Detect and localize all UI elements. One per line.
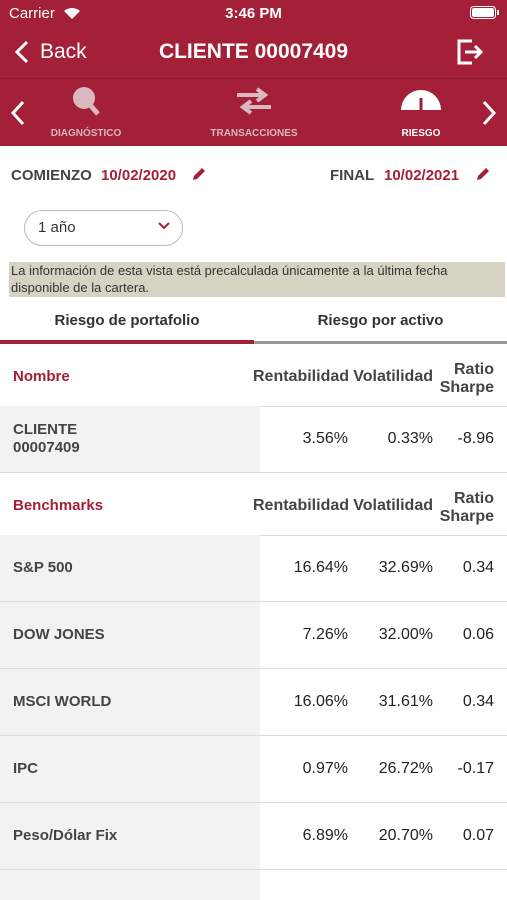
tab-transactions[interactable]: TRANSACCIONES bbox=[210, 128, 298, 139]
column-header: Rentabilidad bbox=[253, 497, 350, 514]
row-value: 26.72% bbox=[378, 760, 433, 777]
table-row bbox=[0, 406, 507, 473]
row-value: 16.06% bbox=[293, 693, 348, 710]
end-date[interactable]: 10/02/2021 bbox=[384, 167, 460, 184]
row-value: 0.97% bbox=[302, 760, 348, 777]
diagnostic-icon bbox=[73, 87, 100, 116]
name-cell bbox=[0, 736, 260, 802]
end-label: FINAL bbox=[330, 167, 375, 184]
start-date[interactable]: 10/02/2020 bbox=[101, 167, 177, 184]
carrier: Carrier bbox=[9, 5, 55, 22]
row-name: IPC bbox=[13, 760, 39, 777]
column-header: Rentabilidad bbox=[253, 368, 350, 385]
header-bg bbox=[0, 0, 507, 146]
logout-icon[interactable] bbox=[456, 38, 484, 66]
risk-icon bbox=[401, 90, 441, 110]
transactions-icon bbox=[237, 87, 271, 115]
table-row bbox=[0, 535, 507, 602]
name-cell bbox=[0, 406, 260, 472]
row-value: -8.96 bbox=[457, 430, 494, 447]
header-label: Nombre bbox=[13, 368, 70, 385]
column-header: Volatilidad bbox=[353, 497, 433, 514]
row-value: 32.69% bbox=[378, 559, 433, 576]
dropdown-chevron bbox=[158, 222, 170, 230]
column-header: Ratio Sharpe bbox=[439, 490, 494, 525]
header-label: Benchmarks bbox=[13, 497, 104, 514]
tab-diagnostic[interactable]: DIAGNÓSTICO bbox=[50, 128, 122, 139]
row-value: 0.34 bbox=[462, 559, 494, 576]
period-dropdown[interactable] bbox=[24, 210, 183, 246]
edit-icon[interactable] bbox=[474, 165, 492, 183]
active-tab-indicator bbox=[0, 340, 254, 344]
name-cell bbox=[0, 803, 260, 869]
row-value: 7.26% bbox=[302, 626, 348, 643]
row-value: 3.56% bbox=[302, 430, 348, 447]
row-value: 32.00% bbox=[378, 626, 433, 643]
battery-icon bbox=[470, 6, 499, 19]
column-header: Volatilidad bbox=[353, 368, 433, 385]
table-row bbox=[0, 736, 507, 803]
table-row bbox=[0, 669, 507, 736]
view-tab-portfolio[interactable]: Riesgo de portafolio bbox=[54, 312, 200, 329]
start-label: COMIENZO bbox=[11, 167, 92, 184]
column-header: Ratio Sharpe bbox=[439, 361, 494, 396]
prev-arrow[interactable] bbox=[10, 100, 26, 126]
back-button[interactable]: Back bbox=[40, 40, 87, 63]
next-arrow[interactable] bbox=[481, 100, 497, 126]
name-cell bbox=[0, 602, 260, 668]
period-value: 1 año bbox=[38, 219, 76, 236]
table-row bbox=[0, 803, 507, 870]
edit-icon[interactable] bbox=[190, 165, 208, 183]
clock: 3:46 PM bbox=[225, 5, 282, 22]
row-value: 0.07 bbox=[462, 827, 494, 844]
table-row bbox=[0, 602, 507, 669]
row-name: Peso/Dólar Fix bbox=[13, 827, 118, 844]
row-value: 0.06 bbox=[462, 626, 494, 643]
row-value: 0.34 bbox=[462, 693, 494, 710]
info-notice: La información de esta vista está precal… bbox=[9, 262, 505, 297]
tab-underline bbox=[254, 341, 507, 344]
tab-risk[interactable]: RIESGO bbox=[401, 128, 441, 139]
row-value: -0.17 bbox=[457, 760, 494, 777]
row-value: 31.61% bbox=[378, 693, 433, 710]
row-name: S&P 500 bbox=[13, 559, 73, 576]
risk-table: Nombre Rentabilidad Volatilidad Ratio Sharp… bbox=[0, 344, 507, 900]
row-value: 0.33% bbox=[387, 430, 433, 447]
name-cell bbox=[0, 535, 260, 601]
row-value: 6.89% bbox=[302, 827, 348, 844]
row-name: DOW JONES bbox=[13, 626, 105, 643]
row-value: 16.64% bbox=[293, 559, 348, 576]
view-tab-asset[interactable]: Riesgo por activo bbox=[317, 312, 444, 329]
row-name: MSCI WORLD bbox=[13, 693, 112, 710]
name-cell bbox=[0, 870, 260, 900]
wifi-icon bbox=[64, 7, 80, 20]
divider bbox=[0, 78, 507, 79]
nav-title: CLIENTE 00007409 bbox=[158, 40, 349, 63]
row-name: CLIENTE 00007409 bbox=[13, 421, 80, 456]
name-cell bbox=[0, 669, 260, 735]
back-chevron[interactable] bbox=[14, 40, 30, 64]
row-value: 20.70% bbox=[378, 827, 433, 844]
